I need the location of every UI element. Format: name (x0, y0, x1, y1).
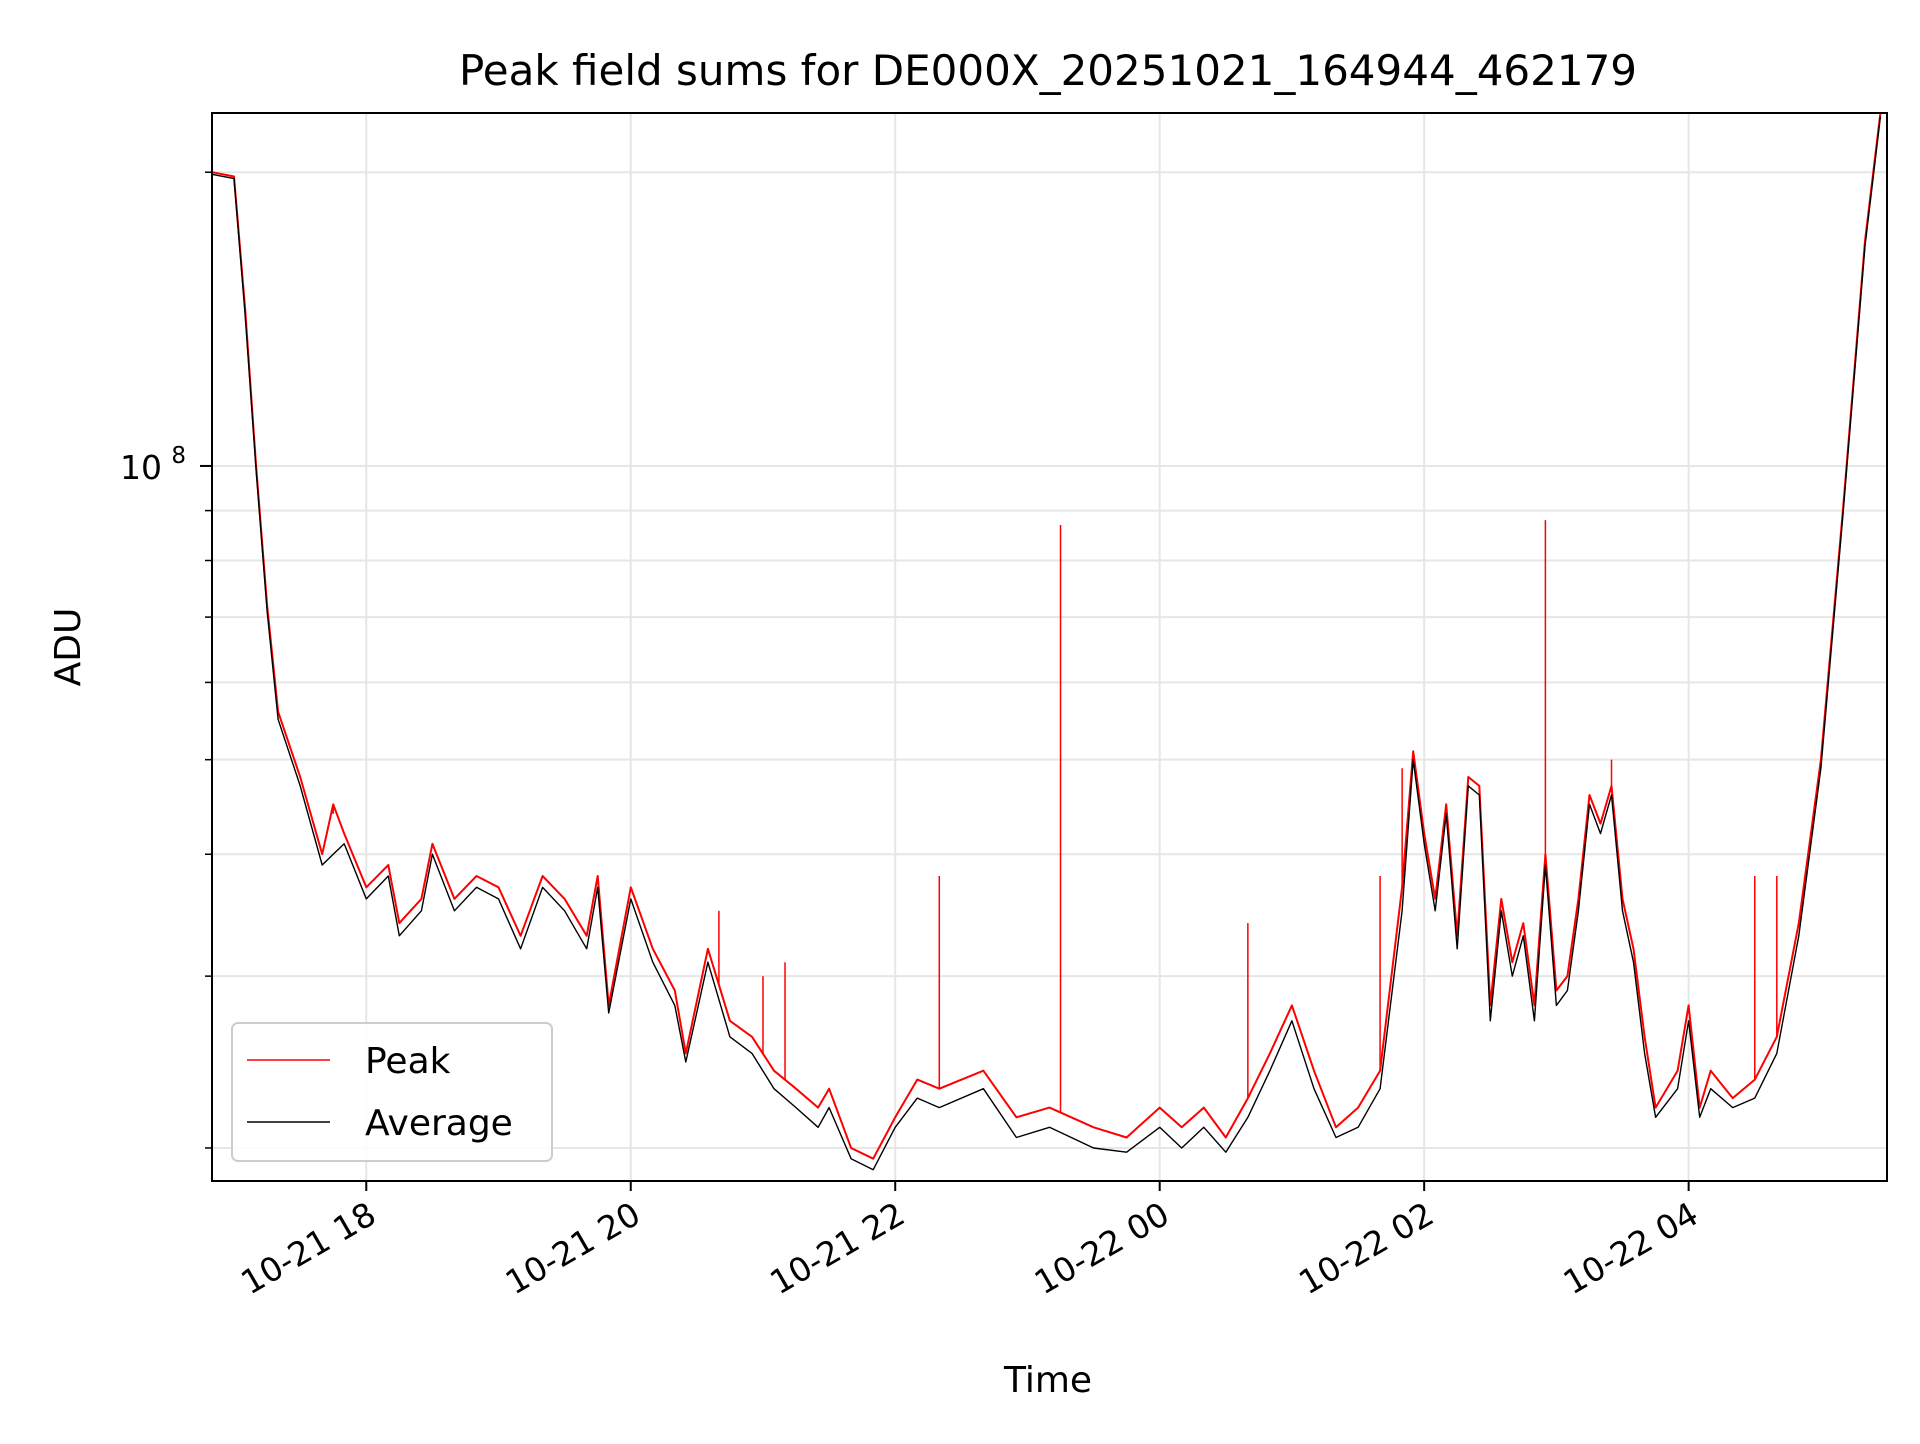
x-axis-label: Time (1003, 1360, 1092, 1401)
chart-title: Peak field sums for DE000X_20251021_1649… (459, 46, 1637, 95)
series-line-average (211, 116, 1882, 1171)
y-tick-label-exponent: 8 (171, 443, 186, 469)
y-tick-label-base: 10 (120, 448, 162, 487)
y-axis-label: ADU (48, 608, 89, 687)
legend-box (231, 1022, 553, 1162)
series-line-peak (211, 112, 1882, 1160)
legend-label-average: Average (365, 1103, 513, 1144)
series-layer (211, 112, 1882, 1171)
plot-area-frame (211, 112, 1888, 1182)
legend: Peak Average (231, 1022, 553, 1162)
legend-label-peak: Peak (365, 1041, 451, 1082)
